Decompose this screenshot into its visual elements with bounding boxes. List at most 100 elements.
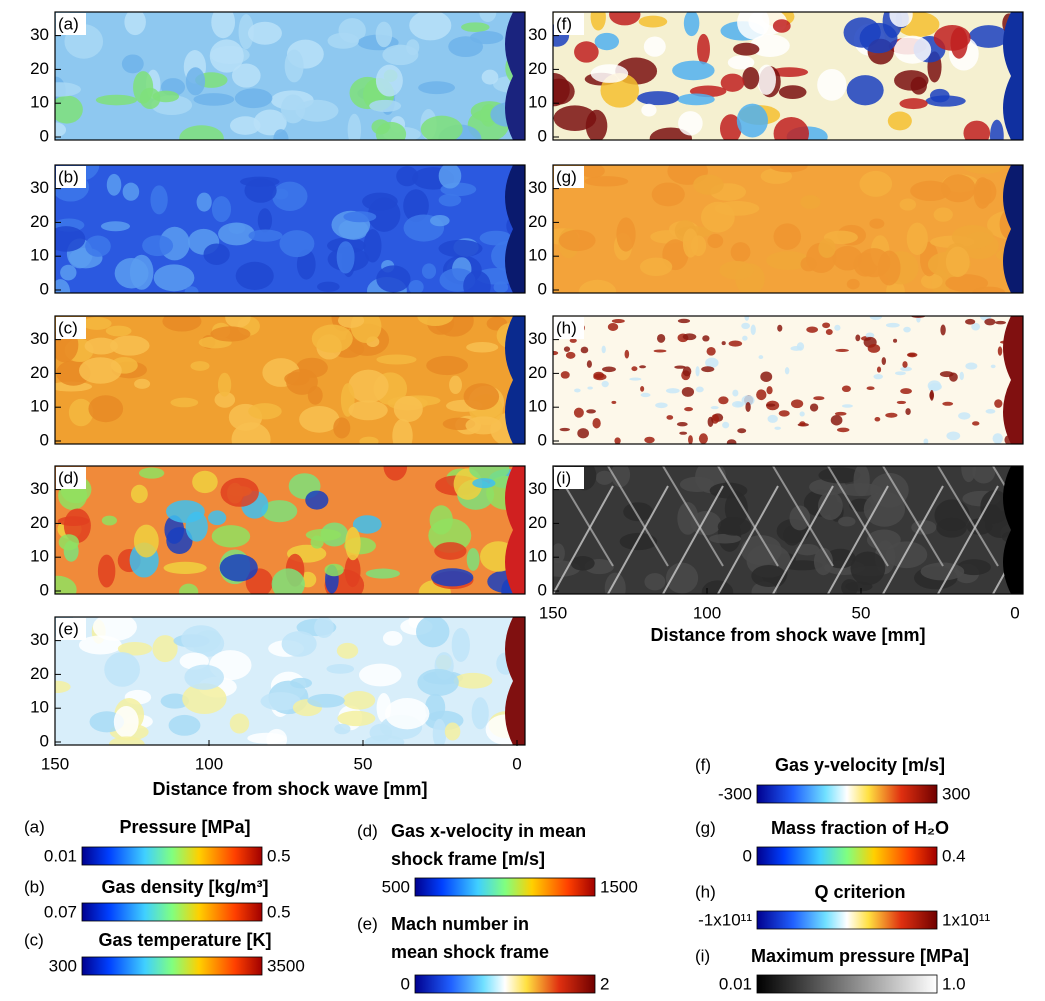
- blob: [741, 322, 751, 330]
- blob: [55, 82, 81, 97]
- blob: [701, 366, 715, 373]
- colorbar: [756, 910, 938, 930]
- blob: [192, 470, 218, 494]
- colorbar-max: 300: [942, 784, 970, 803]
- blob: [217, 372, 232, 397]
- x-tick-label: 0: [1010, 603, 1019, 622]
- blob: [745, 402, 751, 412]
- blob: [640, 386, 645, 392]
- blob: [980, 490, 1010, 524]
- blob: [910, 180, 951, 202]
- blob: [701, 580, 734, 594]
- blob: [55, 122, 67, 138]
- y-tick-label: 30: [528, 479, 547, 498]
- blob: [665, 388, 680, 394]
- blob: [211, 196, 232, 223]
- blob: [219, 554, 258, 582]
- blob: [208, 510, 227, 526]
- blob: [88, 395, 124, 423]
- blob: [92, 617, 137, 641]
- blob: [718, 396, 729, 405]
- blob: [408, 279, 424, 293]
- blob: [676, 422, 688, 427]
- blob: [122, 182, 140, 201]
- label-bg: [56, 166, 86, 188]
- blob: [461, 22, 490, 32]
- y-tick-label: 0: [538, 430, 547, 449]
- blob: [409, 12, 452, 41]
- blob: [382, 44, 419, 66]
- shock: [1003, 466, 1023, 594]
- blob: [55, 279, 71, 293]
- blob: [327, 32, 359, 49]
- blob: [58, 534, 79, 551]
- blob: [619, 532, 658, 551]
- colorbar-title: Gas density [kg/m³]: [101, 877, 268, 897]
- blob: [396, 166, 419, 187]
- colorbar: [414, 974, 596, 994]
- shock: [505, 12, 525, 140]
- blob: [569, 338, 577, 343]
- blob: [773, 223, 802, 250]
- blob: [181, 625, 222, 653]
- y-tick-label: 10: [30, 698, 49, 717]
- panel-label: (h): [556, 318, 577, 337]
- blob: [193, 93, 235, 106]
- blob: [590, 12, 606, 31]
- blob: [841, 385, 851, 393]
- blob: [766, 403, 776, 407]
- blob: [900, 366, 912, 372]
- y-tick-label: 20: [528, 59, 547, 78]
- blob: [479, 12, 497, 23]
- y-tick-label: 0: [538, 279, 547, 298]
- blob: [760, 168, 793, 184]
- blob: [84, 337, 118, 355]
- blob: [876, 366, 882, 373]
- blob: [97, 554, 116, 588]
- blob: [152, 635, 178, 663]
- blob: [777, 324, 783, 332]
- blob: [352, 515, 382, 534]
- colorbar: [81, 956, 263, 976]
- blob: [677, 318, 691, 324]
- blob: [644, 573, 666, 591]
- blob: [817, 68, 847, 101]
- blob: [342, 691, 376, 710]
- blob: [238, 14, 254, 50]
- blob: [375, 64, 403, 97]
- blob: [595, 470, 614, 485]
- blob: [260, 692, 301, 711]
- blob: [678, 111, 703, 136]
- blob: [767, 414, 778, 423]
- blob: [721, 341, 726, 346]
- blob: [899, 198, 916, 211]
- blob: [55, 575, 77, 594]
- y-tick-label: 20: [30, 513, 49, 532]
- blob: [770, 67, 809, 77]
- blob: [229, 713, 250, 734]
- blob: [700, 201, 735, 233]
- colorbar-title: Gas temperature [K]: [98, 930, 271, 950]
- blob: [637, 91, 680, 106]
- blob: [813, 547, 833, 576]
- blob: [426, 355, 469, 376]
- colorbar-label: (i): [695, 946, 710, 965]
- blob: [889, 12, 913, 28]
- blob: [203, 243, 230, 265]
- y-tick-label: 20: [30, 363, 49, 382]
- blob: [784, 367, 790, 375]
- blob: [451, 627, 470, 662]
- blob: [130, 484, 148, 504]
- blob: [448, 36, 484, 57]
- blob: [210, 326, 251, 342]
- blob: [336, 642, 359, 659]
- blob: [929, 391, 934, 400]
- blob: [580, 346, 589, 354]
- blob: [133, 524, 159, 558]
- blob: [590, 64, 629, 83]
- blob: [756, 64, 777, 95]
- blob: [867, 343, 881, 353]
- blob: [362, 192, 398, 211]
- colorbar-title: Gas y-velocity [m/s]: [775, 755, 945, 775]
